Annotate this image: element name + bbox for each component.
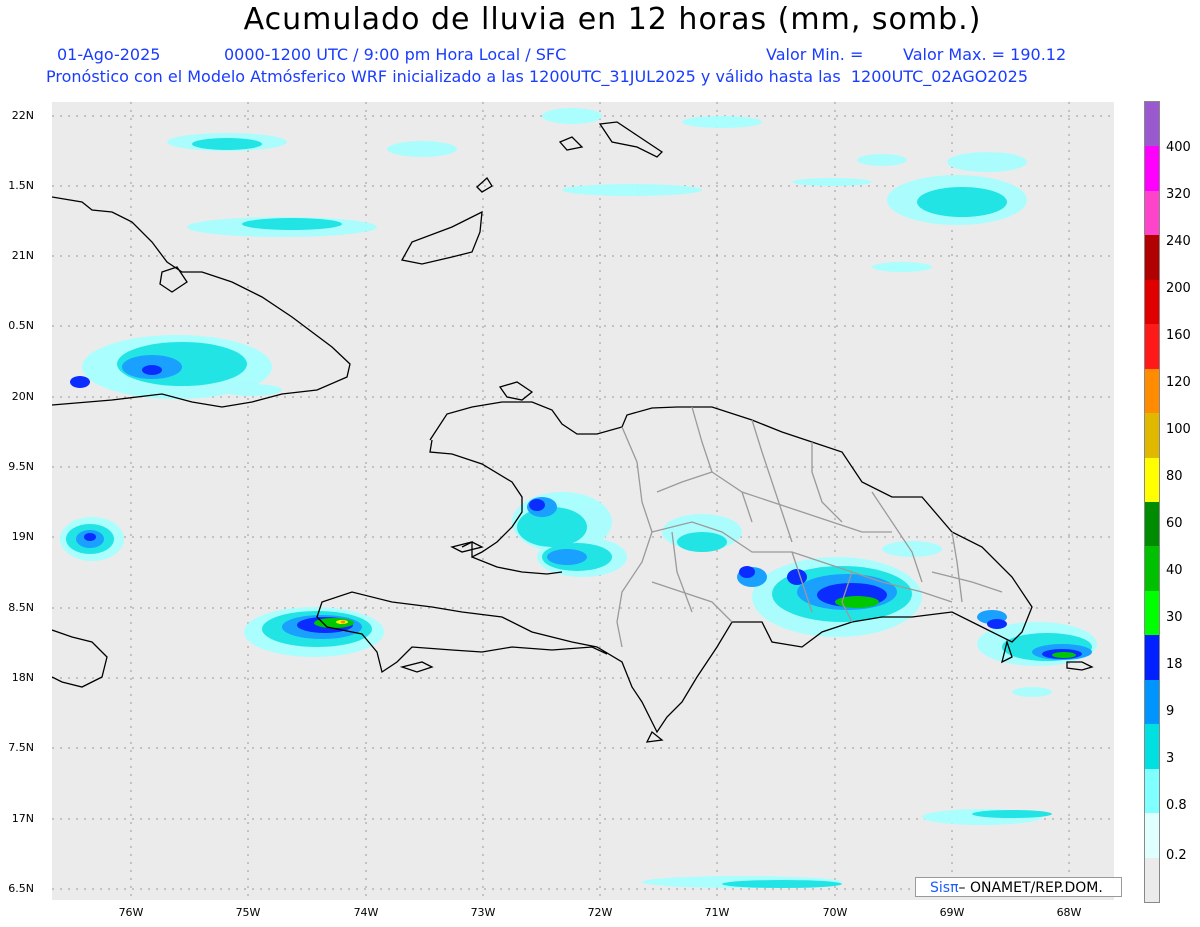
lat-lon-grid: [52, 102, 1114, 900]
colorbar-label: 0.2: [1166, 848, 1187, 863]
colorbar-segment: [1145, 235, 1159, 281]
lon-label: 74W: [353, 906, 379, 919]
credit-box: Sisπ– ONAMET/REP.DOM.: [915, 877, 1122, 897]
colorbar-label: 320: [1166, 187, 1191, 202]
lon-label: 68W: [1056, 906, 1082, 919]
map-title: Acumulado de lluvia en 12 horas (mm, som…: [243, 2, 982, 37]
colorbar-segment: [1145, 190, 1159, 236]
model-info: Pronóstico con el Modelo Atmósferico WRF…: [46, 67, 1029, 86]
colorbar-label: 30: [1166, 610, 1183, 625]
colorbar-segment: [1145, 546, 1159, 592]
colorbar-segment: [1145, 324, 1159, 370]
colorbar-segment: [1145, 146, 1159, 192]
forecast-date: 01-Ago-2025: [57, 45, 161, 64]
colorbar-label: 400: [1166, 140, 1191, 155]
colorbar-label: 80: [1166, 469, 1183, 484]
colorbar: [1144, 101, 1160, 903]
colorbar-segment: [1145, 102, 1159, 147]
lat-label: 17N: [11, 812, 34, 825]
colorbar-segment: [1145, 768, 1159, 814]
lon-label: 73W: [470, 906, 496, 919]
colorbar-segment: [1145, 590, 1159, 636]
lat-label: 22N: [11, 109, 34, 122]
colorbar-label: 120: [1166, 375, 1191, 390]
colorbar-segment: [1145, 279, 1159, 325]
lon-label: 75W: [235, 906, 261, 919]
colorbar-segment: [1145, 368, 1159, 414]
lat-label: 8.5N: [8, 601, 34, 614]
lat-label: 0.5N: [8, 319, 34, 332]
colorbar-label: 18: [1166, 657, 1183, 672]
lon-label: 70W: [822, 906, 848, 919]
colorbar-segment: [1145, 679, 1159, 725]
coastlines: [52, 121, 1094, 743]
forecast-period: 0000-1200 UTC / 9:00 pm Hora Local / SFC: [224, 45, 567, 64]
colorbar-segment: [1145, 724, 1159, 770]
lat-label: 18N: [11, 671, 34, 684]
lat-label: 9.5N: [8, 460, 34, 473]
colorbar-segment: [1145, 857, 1159, 903]
colorbar-label: 3: [1166, 751, 1175, 766]
colorbar-label: 100: [1166, 422, 1191, 437]
map-canvas: [52, 102, 1114, 900]
colorbar-segment: [1145, 635, 1159, 681]
max-value-label: Valor Max. = 190.12: [903, 45, 1067, 64]
lat-label: 7.5N: [8, 741, 34, 754]
min-value-label: Valor Min. =: [766, 45, 864, 64]
colorbar-segment: [1145, 413, 1159, 459]
lon-label: 72W: [587, 906, 613, 919]
rain-shading: [60, 108, 1097, 888]
colorbar-segment: [1145, 502, 1159, 547]
sis-logo-text: Sisπ: [930, 880, 959, 896]
lat-label: 6.5N: [8, 882, 34, 895]
precipitation-map: [52, 102, 1114, 900]
lat-label: 1.5N: [8, 179, 34, 192]
lat-label: 21N: [11, 249, 34, 262]
colorbar-label: 200: [1166, 281, 1191, 296]
colorbar-label: 9: [1166, 704, 1175, 719]
colorbar-segment: [1145, 457, 1159, 503]
lat-label: 20N: [11, 390, 34, 403]
colorbar-label: 240: [1166, 234, 1191, 249]
province-borders: [616, 406, 1003, 648]
colorbar-label: 160: [1166, 328, 1191, 343]
lon-label: 71W: [704, 906, 730, 919]
lon-label: 69W: [939, 906, 965, 919]
colorbar-label: 60: [1166, 516, 1183, 531]
lon-label: 76W: [118, 906, 144, 919]
colorbar-label: 40: [1166, 563, 1183, 578]
lat-label: 19N: [11, 530, 34, 543]
credit-text: – ONAMET/REP.DOM.: [958, 880, 1103, 896]
colorbar-label: 0.8: [1166, 798, 1187, 813]
colorbar-segment: [1145, 813, 1159, 859]
